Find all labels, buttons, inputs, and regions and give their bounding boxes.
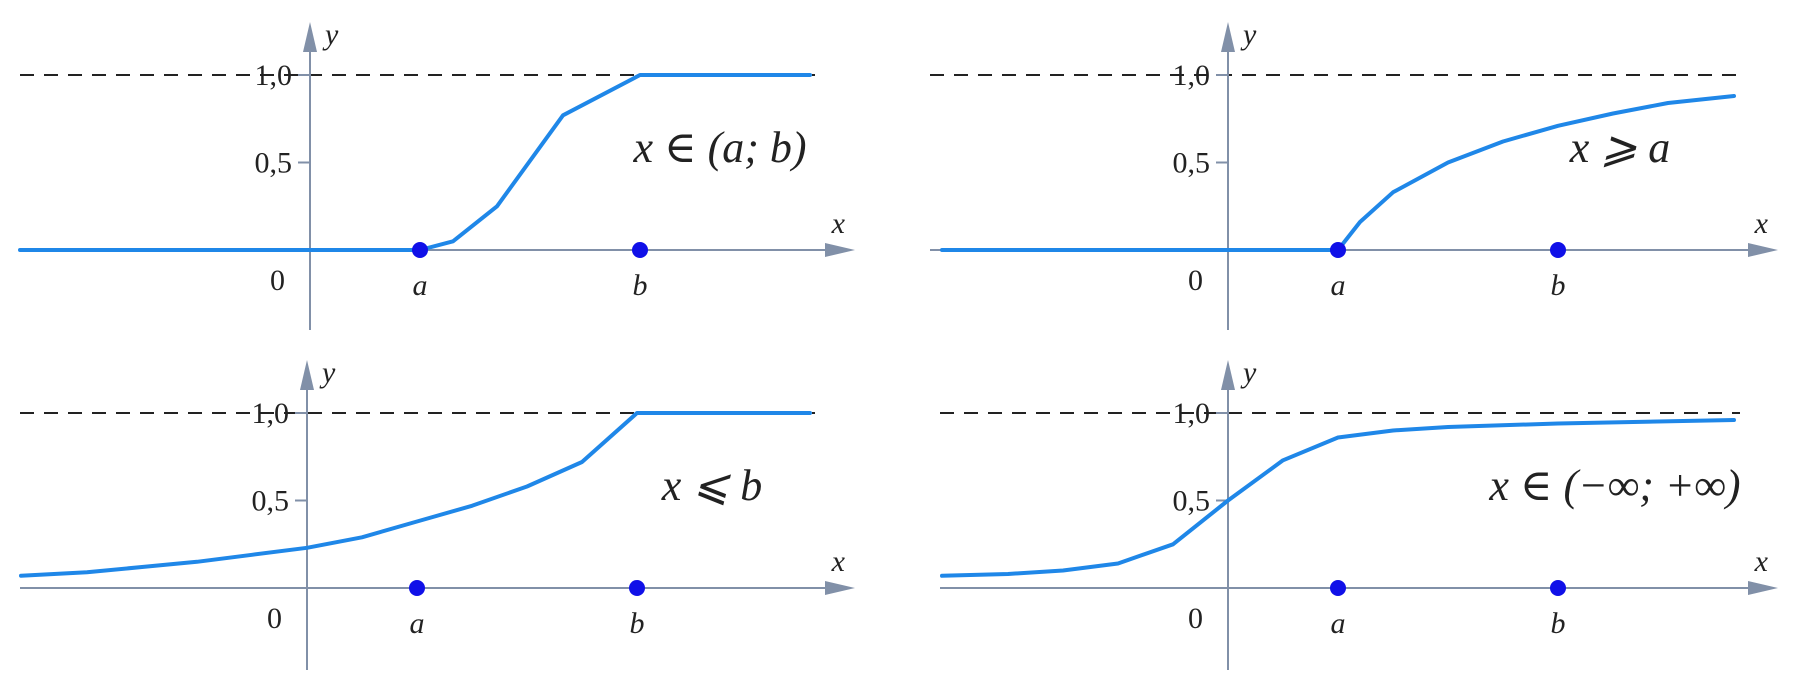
y-tick-label: 0,5 xyxy=(1173,147,1211,180)
y-tick-label: 1,0 xyxy=(252,397,290,430)
y-axis-label: y xyxy=(322,18,339,51)
distribution-curve xyxy=(18,73,812,252)
condition-label: x ∈ (a; b) xyxy=(632,123,806,172)
y-axis-label: y xyxy=(319,356,336,389)
y-axis-arrow xyxy=(1221,22,1235,52)
point-a xyxy=(1330,242,1346,258)
condition-label: x ∈ (−∞; +∞) xyxy=(1488,461,1740,510)
y-tick-label: 0,5 xyxy=(1173,485,1211,518)
point-b xyxy=(632,242,648,258)
y-tick-label: 1,0 xyxy=(1173,59,1211,92)
point-label-a: a xyxy=(1331,269,1346,302)
y-tick-label: 1,0 xyxy=(1173,397,1211,430)
point-a xyxy=(409,580,425,596)
point-b xyxy=(629,580,645,596)
origin-label: 0 xyxy=(270,264,285,297)
origin-label: 0 xyxy=(1188,264,1203,297)
y-axis-arrow xyxy=(1221,360,1235,390)
condition-label: x ⩽ b xyxy=(661,461,762,510)
origin-label: 0 xyxy=(267,602,282,635)
point-label-b: b xyxy=(1551,269,1566,302)
x-axis-label: x xyxy=(831,207,846,240)
y-axis-label: y xyxy=(1240,18,1257,51)
x-axis-label: x xyxy=(1754,545,1769,578)
point-label-a: a xyxy=(410,607,425,640)
point-b xyxy=(1550,580,1566,596)
chart-panel-4: 0,5 1,0 0 x y a b x ∈ (−∞; +∞) xyxy=(940,356,1778,670)
point-label-a: a xyxy=(1331,607,1346,640)
x-axis-label: x xyxy=(1754,207,1769,240)
point-label-b: b xyxy=(633,269,648,302)
y-axis-label: y xyxy=(1240,356,1257,389)
x-axis-label: x xyxy=(831,545,846,578)
point-b xyxy=(1550,242,1566,258)
x-axis-arrow xyxy=(825,243,855,257)
y-tick-label: 0,5 xyxy=(252,485,290,518)
x-axis-arrow xyxy=(825,581,855,595)
chart-panel-1: 0,5 1,0 0 x y a b x ∈ (a; b) xyxy=(18,18,855,330)
chart-panel-2: 0,5 1,0 0 x y a b x ⩾ a xyxy=(930,18,1778,330)
y-axis-arrow xyxy=(303,22,317,52)
condition-label: x ⩾ a xyxy=(1569,123,1670,172)
point-label-b: b xyxy=(1551,607,1566,640)
point-a xyxy=(412,242,428,258)
x-axis-arrow xyxy=(1748,243,1778,257)
y-tick-label: 0,5 xyxy=(255,147,293,180)
distribution-curve xyxy=(940,94,1736,252)
origin-label: 0 xyxy=(1188,602,1203,635)
y-axis-arrow xyxy=(300,360,314,390)
chart-panel-3: 0,5 1,0 0 x y a b x ⩽ b xyxy=(19,356,855,670)
distribution-curve xyxy=(19,411,812,578)
point-label-a: a xyxy=(413,269,428,302)
y-tick-label: 1,0 xyxy=(255,59,293,92)
distribution-curve xyxy=(940,418,1736,578)
x-axis-arrow xyxy=(1748,581,1778,595)
point-label-b: b xyxy=(630,607,645,640)
point-a xyxy=(1330,580,1346,596)
